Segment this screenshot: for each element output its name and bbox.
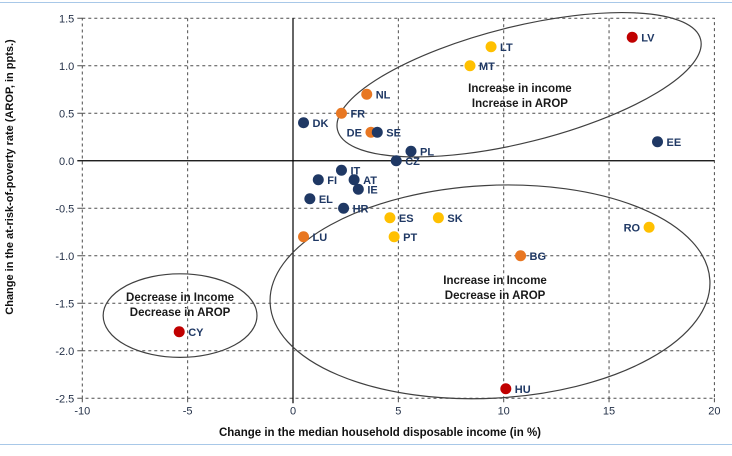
point-PL	[405, 145, 417, 157]
point-label-HR: HR	[353, 203, 369, 215]
point-LU	[298, 231, 310, 243]
point-label-CZ: CZ	[405, 156, 420, 168]
y-tick-label: -2.5	[55, 393, 74, 405]
point-label-SE: SE	[386, 127, 401, 139]
point-AT	[348, 174, 360, 186]
point-label-AT: AT	[363, 175, 377, 187]
x-tick-label: -5	[183, 405, 193, 417]
x-tick-label: 0	[290, 405, 296, 417]
point-FI	[312, 174, 324, 186]
point-PT	[388, 231, 400, 243]
point-BG	[515, 250, 527, 262]
point-label-EE: EE	[667, 137, 682, 149]
annotation-increase-income-decrease-arop-line2: Decrease in AROP	[445, 290, 546, 302]
point-FR	[335, 107, 347, 119]
point-RO	[643, 221, 655, 233]
group-ellipse-increase-income-decrease-arop	[269, 184, 711, 400]
point-ES	[384, 212, 396, 224]
point-label-IE: IE	[367, 184, 377, 196]
point-IT	[335, 164, 347, 176]
point-label-EL: EL	[319, 194, 333, 206]
y-tick-label: 0.5	[59, 108, 74, 120]
x-tick-label: 20	[708, 405, 720, 417]
point-NL	[361, 88, 373, 100]
window-top-border	[0, 2, 732, 3]
x-tick-label: 5	[395, 405, 401, 417]
point-label-IT: IT	[350, 165, 360, 177]
group-ellipse-increase-income-increase-arop	[336, 11, 702, 158]
group-ellipse-layer	[102, 11, 711, 400]
point-label-SK: SK	[447, 213, 462, 225]
point-label-LT: LT	[500, 42, 513, 54]
y-tick-label: 1.5	[59, 13, 74, 25]
point-HU	[500, 383, 512, 395]
group-ellipse-decrease-income-decrease-arop	[102, 273, 258, 359]
point-label-HU: HU	[515, 384, 531, 396]
point-label-PL: PL	[420, 146, 434, 158]
point-label-FR: FR	[350, 108, 365, 120]
x-tick-label: 10	[498, 405, 510, 417]
window-bottom-border	[0, 444, 732, 445]
y-axis-title: Change in the at-risk-of-poverty rate (A…	[4, 39, 16, 315]
point-SE	[371, 126, 383, 138]
point-label-LU: LU	[313, 232, 328, 244]
y-tick-label: -2.0	[55, 346, 74, 358]
annotation-decrease-income-decrease-arop-line2: Decrease in AROP	[130, 307, 231, 319]
point-label-PT: PT	[403, 232, 417, 244]
point-MT	[464, 60, 476, 72]
point-EL	[304, 193, 316, 205]
point-CY	[173, 326, 185, 338]
point-label-ES: ES	[399, 213, 414, 225]
point-label-NL: NL	[376, 89, 391, 101]
x-tick-label: 15	[603, 405, 615, 417]
point-EE	[652, 136, 664, 148]
annotation-increase-income-increase-arop-line1: Increase in income	[468, 83, 572, 95]
point-label-LV: LV	[641, 32, 655, 44]
x-axis-title: Change in the median household disposabl…	[219, 427, 541, 439]
annotation-layer: Increase in income Increase in AROP Increa…	[126, 83, 572, 319]
point-DK	[298, 117, 310, 129]
point-label-DK: DK	[313, 118, 329, 130]
annotation-increase-income-decrease-arop-line1: Increase in Income	[443, 275, 547, 287]
annotation-decrease-income-decrease-arop-line1: Decrease in Income	[126, 292, 234, 304]
y-tick-label: -1.5	[55, 298, 74, 310]
grid-layer	[77, 17, 715, 404]
point-label-MT: MT	[479, 61, 495, 73]
point-label-RO: RO	[624, 222, 641, 234]
point-label-FI: FI	[327, 175, 337, 187]
y-tick-label: -1.0	[55, 251, 74, 263]
annotation-increase-income-increase-arop-line2: Increase in AROP	[472, 98, 568, 110]
point-CZ	[390, 155, 402, 167]
point-label-CY: CY	[188, 327, 204, 339]
point-LT	[485, 41, 497, 53]
point-label-BG: BG	[530, 251, 547, 263]
y-tick-label: 1.0	[59, 61, 74, 73]
point-LV	[626, 31, 638, 43]
point-IE	[352, 183, 364, 195]
y-tick-label: 0.0	[59, 156, 74, 168]
tick-label-layer: -10 -5 0 5 10 15 20 1.5 1.0 0.5 0.0 -0.5 -1.0 -1.5 -2.…	[55, 13, 720, 417]
point-SK	[432, 212, 444, 224]
point-label-DE: DE	[347, 127, 362, 139]
point-HR	[338, 202, 350, 214]
x-tick-label: -10	[74, 405, 90, 417]
y-tick-label: -0.5	[55, 203, 74, 215]
